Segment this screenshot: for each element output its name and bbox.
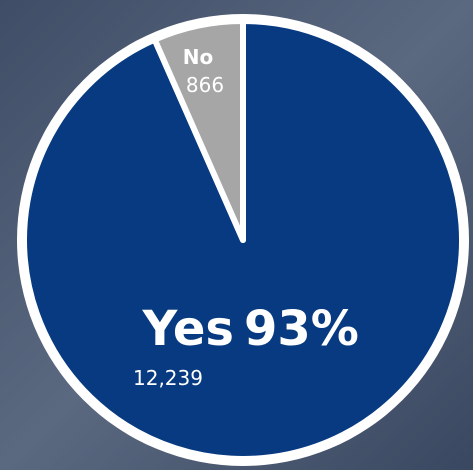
page: Yes 93% 12,239 No 866 (() => { const dat… xyxy=(0,0,473,470)
value-label: 12,239 xyxy=(133,366,203,390)
slice-label: No xyxy=(183,45,213,69)
slice-label: Yes xyxy=(142,301,234,357)
percent-label: 93% xyxy=(244,301,359,357)
slices xyxy=(24,21,462,459)
value-label: 866 xyxy=(186,73,224,97)
chart: Yes 93% 12,239 No 866 xyxy=(0,0,473,470)
